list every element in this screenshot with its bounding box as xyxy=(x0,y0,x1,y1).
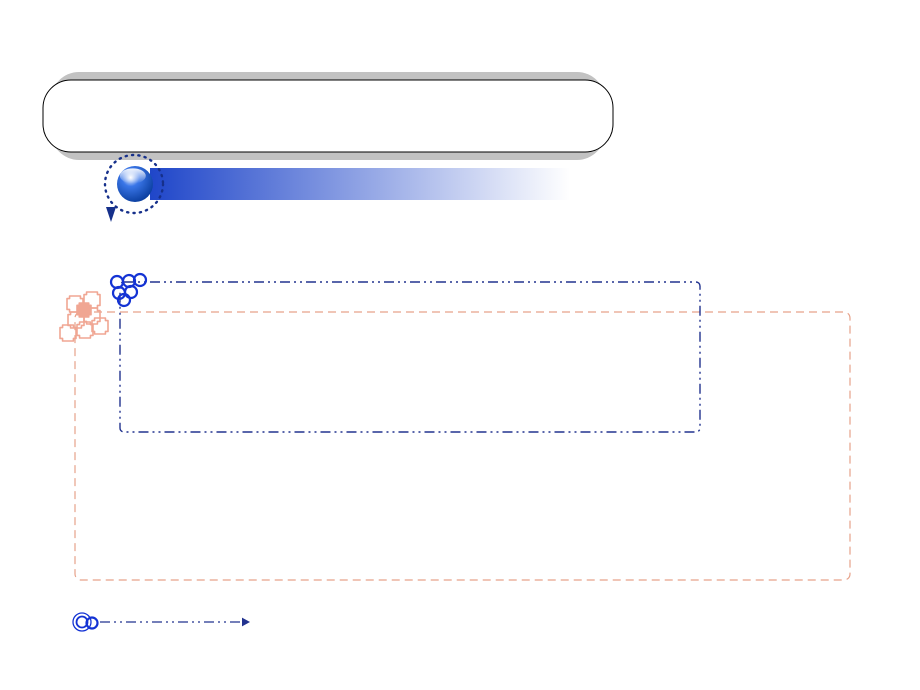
gradient-bar xyxy=(150,168,570,200)
diagram-canvas xyxy=(0,0,920,690)
blue-circle-cluster xyxy=(111,274,146,306)
plus-shape-cluster xyxy=(60,292,108,341)
ring-arrow-icon xyxy=(106,207,116,222)
dashed-box-orange xyxy=(75,312,850,580)
dashed-box-blue xyxy=(120,282,700,432)
legend-circle-marker xyxy=(73,613,98,631)
pill-bar xyxy=(43,72,613,160)
legend-arrow xyxy=(100,618,250,627)
glossy-sphere-icon xyxy=(117,166,153,202)
